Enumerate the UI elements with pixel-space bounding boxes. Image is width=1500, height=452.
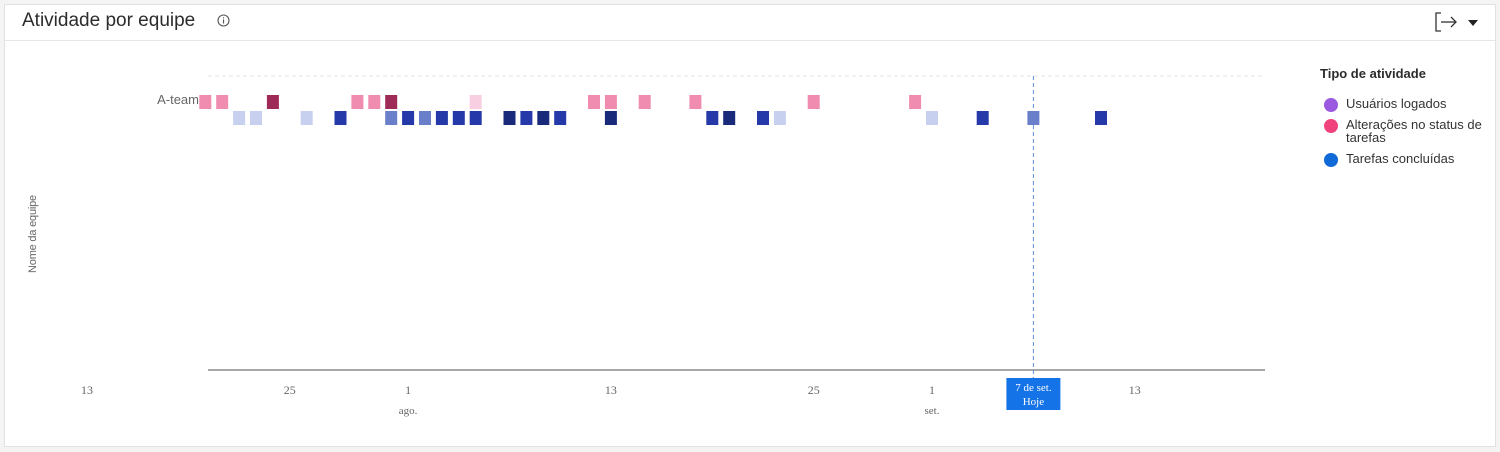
x-tick-label: 13 bbox=[81, 383, 93, 397]
activity-marker-completed[interactable] bbox=[334, 111, 347, 125]
activity-marker-completed[interactable] bbox=[503, 111, 516, 125]
today-badge bbox=[1006, 378, 1061, 410]
legend-swatch-completed bbox=[1324, 153, 1338, 167]
activity-card: Atividade por equipe bbox=[4, 4, 1496, 447]
today-hoje-label: Hoje bbox=[1023, 396, 1045, 408]
card-title: Atividade por equipe bbox=[22, 10, 196, 31]
activity-marker-completed[interactable] bbox=[520, 111, 533, 125]
activity-marker-completed[interactable] bbox=[773, 111, 786, 125]
activity-marker-status[interactable] bbox=[588, 95, 600, 109]
team-label: A-team bbox=[157, 92, 199, 107]
activity-marker-completed[interactable] bbox=[723, 111, 736, 125]
legend-item-completed[interactable]: Tarefas concluídas bbox=[1320, 151, 1490, 167]
activity-marker-completed[interactable] bbox=[435, 111, 448, 125]
activity-marker-completed[interactable] bbox=[976, 111, 989, 125]
activity-marker-completed[interactable] bbox=[554, 111, 567, 125]
activity-marker-completed[interactable] bbox=[385, 111, 398, 125]
x-tick-label: 25 bbox=[284, 383, 296, 397]
legend-swatch-status bbox=[1324, 119, 1338, 133]
activity-marker-completed[interactable] bbox=[757, 111, 769, 125]
x-month-label: set. bbox=[925, 405, 940, 417]
legend-swatch-logins bbox=[1324, 98, 1338, 112]
legend-label-logins: Usuários logados bbox=[1346, 96, 1447, 111]
activity-marker-completed[interactable] bbox=[706, 111, 719, 125]
legend-item-logins[interactable]: Usuários logados bbox=[1320, 96, 1490, 112]
card-header: Atividade por equipe bbox=[5, 5, 1495, 41]
activity-marker-completed[interactable] bbox=[419, 111, 431, 125]
legend-item-status[interactable]: Alterações no status de tarefas bbox=[1320, 118, 1490, 144]
export-arrow-icon[interactable] bbox=[1433, 11, 1459, 33]
activity-marker-status[interactable] bbox=[368, 95, 381, 109]
x-tick-label: 13 bbox=[1129, 383, 1141, 397]
legend-label-completed: Tarefas concluídas bbox=[1346, 151, 1455, 166]
activity-marker-completed[interactable] bbox=[233, 111, 246, 125]
legend: Tipo de atividade Usuários logados Alter… bbox=[1320, 66, 1490, 173]
legend-title: Tipo de atividade bbox=[1320, 66, 1426, 81]
activity-marker-status[interactable] bbox=[199, 95, 212, 109]
activity-marker-status[interactable] bbox=[689, 95, 702, 109]
today-date-label: 7 de set. bbox=[1015, 382, 1052, 394]
activity-marker-completed[interactable] bbox=[926, 111, 938, 125]
activity-marker-status[interactable] bbox=[469, 95, 482, 109]
x-tick-label: 25 bbox=[808, 383, 820, 397]
activity-marker-status[interactable] bbox=[909, 95, 922, 109]
caret-down-icon[interactable] bbox=[1465, 13, 1481, 31]
activity-marker-status[interactable] bbox=[604, 95, 617, 109]
x-tick-label: 1 bbox=[405, 383, 411, 397]
activity-marker-status[interactable] bbox=[351, 95, 364, 109]
activity-marker-status[interactable] bbox=[638, 95, 651, 109]
legend-label-status: Alterações no status de tarefas bbox=[1346, 117, 1482, 145]
x-month-label: ago. bbox=[399, 405, 418, 417]
activity-marker-completed[interactable] bbox=[402, 111, 415, 125]
activity-marker-completed[interactable] bbox=[537, 111, 550, 125]
activity-marker-completed[interactable] bbox=[300, 111, 313, 125]
y-axis-label: Nome da equipe bbox=[27, 195, 39, 273]
x-tick-label: 13 bbox=[605, 383, 617, 397]
activity-marker-completed[interactable] bbox=[452, 111, 465, 125]
activity-marker-completed[interactable] bbox=[1095, 111, 1107, 125]
x-tick-label: 1 bbox=[929, 383, 935, 397]
info-circle-icon[interactable] bbox=[217, 14, 230, 27]
activity-marker-status[interactable] bbox=[807, 95, 820, 109]
activity-marker-completed[interactable] bbox=[1027, 111, 1040, 125]
activity-marker-completed[interactable] bbox=[250, 111, 262, 125]
activity-marker-status[interactable] bbox=[266, 95, 279, 109]
activity-marker-completed[interactable] bbox=[469, 111, 482, 125]
activity-marker-completed[interactable] bbox=[604, 111, 617, 125]
activity-marker-status[interactable] bbox=[385, 95, 398, 109]
activity-marker-status[interactable] bbox=[216, 95, 229, 109]
